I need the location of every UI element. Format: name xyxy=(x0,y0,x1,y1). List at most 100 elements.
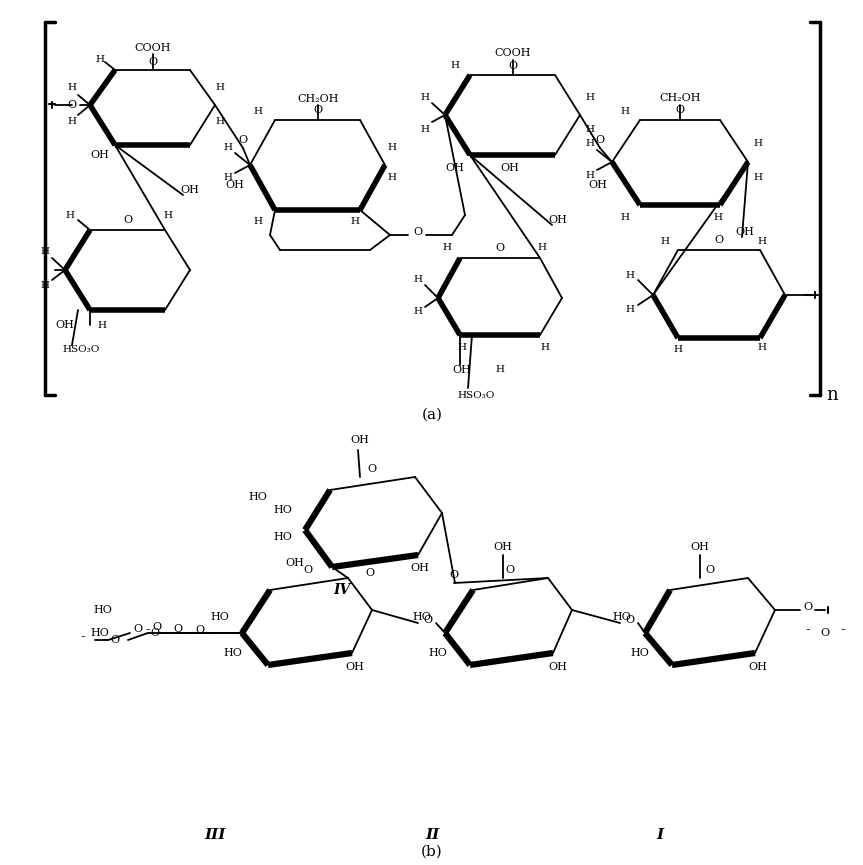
Text: H: H xyxy=(387,143,396,151)
Text: H: H xyxy=(224,174,232,183)
Text: OH: OH xyxy=(690,542,709,552)
Text: H: H xyxy=(457,343,467,353)
Text: (a): (a) xyxy=(421,408,443,422)
Text: OH: OH xyxy=(452,365,471,375)
Text: H: H xyxy=(626,271,634,279)
Text: (b): (b) xyxy=(421,845,443,859)
Text: H: H xyxy=(714,214,722,222)
Text: HO: HO xyxy=(274,532,293,542)
Text: OH: OH xyxy=(225,180,244,190)
Text: H: H xyxy=(163,210,173,220)
Text: HO: HO xyxy=(91,628,110,638)
Text: OH: OH xyxy=(735,227,754,237)
Text: H: H xyxy=(413,307,423,317)
Text: O: O xyxy=(123,215,133,225)
Text: H: H xyxy=(443,244,451,253)
Text: OH: OH xyxy=(286,558,305,568)
Text: O: O xyxy=(495,243,505,253)
Text: COOH: COOH xyxy=(135,43,171,53)
Text: H: H xyxy=(254,217,262,227)
Text: OH: OH xyxy=(180,185,199,195)
Text: H: H xyxy=(450,61,459,71)
Text: HO: HO xyxy=(211,612,230,622)
Text: O: O xyxy=(313,105,323,115)
Text: H: H xyxy=(660,238,670,247)
Text: OH: OH xyxy=(445,163,464,173)
Text: I: I xyxy=(657,828,664,842)
Text: OH: OH xyxy=(411,563,430,573)
Text: O: O xyxy=(626,615,634,625)
Text: H: H xyxy=(585,93,595,101)
Text: n: n xyxy=(826,386,838,404)
Text: H: H xyxy=(758,238,766,247)
Text: HO: HO xyxy=(274,505,293,515)
Text: OH: OH xyxy=(350,435,369,445)
Text: H: H xyxy=(538,244,546,253)
Text: -: - xyxy=(146,623,150,637)
Text: IV: IV xyxy=(333,583,350,597)
Text: H: H xyxy=(254,107,262,117)
Text: H: H xyxy=(67,84,77,93)
Text: O: O xyxy=(365,568,375,578)
Text: -: - xyxy=(103,633,107,647)
Text: O: O xyxy=(450,570,458,580)
Text: H: H xyxy=(753,138,763,148)
Text: OH: OH xyxy=(501,163,520,173)
Text: OH: OH xyxy=(91,150,110,160)
Text: H: H xyxy=(66,210,74,220)
Text: O: O xyxy=(173,624,183,634)
Text: H: H xyxy=(620,214,629,222)
Text: HO: HO xyxy=(429,648,447,658)
Text: O: O xyxy=(715,235,723,245)
Text: H: H xyxy=(540,343,550,353)
Text: HO: HO xyxy=(224,648,243,658)
Text: H: H xyxy=(420,125,430,134)
Text: H: H xyxy=(216,84,224,93)
Text: H: H xyxy=(620,107,629,117)
Text: O: O xyxy=(705,565,715,575)
Text: H: H xyxy=(413,275,423,285)
Text: O: O xyxy=(821,628,829,638)
Text: O: O xyxy=(676,105,684,115)
Text: O: O xyxy=(508,61,518,71)
Text: HO: HO xyxy=(249,492,268,502)
Text: HSO₃O: HSO₃O xyxy=(457,390,494,400)
Text: O: O xyxy=(238,135,248,145)
Text: H: H xyxy=(224,143,232,151)
Text: H: H xyxy=(41,247,49,257)
Text: H: H xyxy=(350,217,360,227)
Text: OH: OH xyxy=(345,662,364,672)
Text: H: H xyxy=(98,321,106,330)
Text: H: H xyxy=(585,170,595,180)
Text: CH₂OH: CH₂OH xyxy=(297,94,339,104)
Text: H: H xyxy=(41,280,49,290)
Text: O: O xyxy=(595,135,605,145)
Text: CH₂OH: CH₂OH xyxy=(659,93,701,103)
Text: HO: HO xyxy=(631,648,650,658)
Text: -: - xyxy=(80,630,85,644)
Text: OH: OH xyxy=(549,215,568,225)
Text: O: O xyxy=(506,565,514,575)
Text: HO: HO xyxy=(93,605,112,615)
Text: COOH: COOH xyxy=(494,48,532,58)
Text: H: H xyxy=(753,174,763,183)
Text: H: H xyxy=(216,118,224,126)
Text: H: H xyxy=(585,138,595,148)
Text: OH: OH xyxy=(748,662,767,672)
Text: II: II xyxy=(425,828,439,842)
Text: O: O xyxy=(368,464,376,474)
Text: O: O xyxy=(134,624,142,634)
Text: H: H xyxy=(673,345,683,355)
Text: H: H xyxy=(67,118,77,126)
Text: HO: HO xyxy=(613,612,632,622)
Text: H: H xyxy=(758,343,766,353)
Text: HO: HO xyxy=(413,612,432,622)
Text: O: O xyxy=(424,615,432,625)
Text: H: H xyxy=(420,93,430,101)
Text: OH: OH xyxy=(55,320,74,330)
Text: O: O xyxy=(150,628,160,638)
Text: O: O xyxy=(195,625,205,635)
Text: -: - xyxy=(841,623,846,637)
Text: O: O xyxy=(413,227,423,237)
Text: III: III xyxy=(205,828,226,842)
